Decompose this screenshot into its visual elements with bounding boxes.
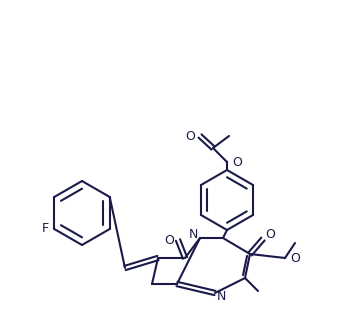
Text: O: O [232,155,242,168]
Text: O: O [185,130,195,143]
Text: O: O [265,228,275,241]
Text: O: O [164,234,174,246]
Text: N: N [217,289,227,302]
Text: N: N [189,228,198,241]
Text: O: O [290,252,300,264]
Text: F: F [42,222,49,235]
